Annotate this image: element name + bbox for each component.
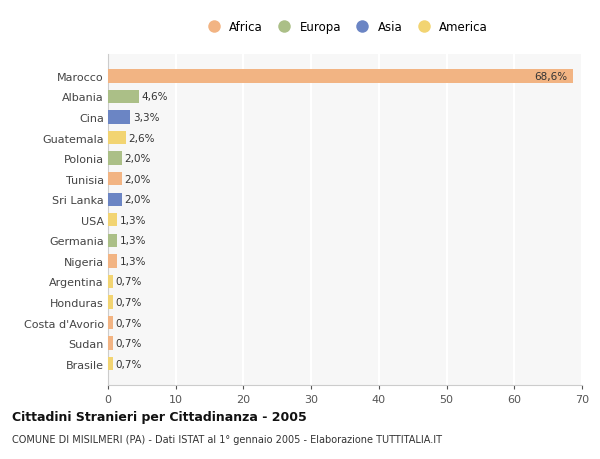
Text: 0,7%: 0,7% bbox=[115, 277, 142, 287]
Text: 1,3%: 1,3% bbox=[119, 236, 146, 246]
Bar bbox=[108, 296, 113, 309]
Bar bbox=[108, 111, 130, 124]
Text: COMUNE DI MISILMERI (PA) - Dati ISTAT al 1° gennaio 2005 - Elaborazione TUTTITAL: COMUNE DI MISILMERI (PA) - Dati ISTAT al… bbox=[12, 434, 442, 443]
Bar bbox=[108, 255, 117, 268]
Text: 1,3%: 1,3% bbox=[119, 215, 146, 225]
Bar bbox=[108, 213, 117, 227]
Text: 4,6%: 4,6% bbox=[142, 92, 169, 102]
Text: 2,6%: 2,6% bbox=[128, 133, 155, 143]
Text: 1,3%: 1,3% bbox=[119, 256, 146, 266]
Text: 0,7%: 0,7% bbox=[115, 359, 142, 369]
Text: 0,7%: 0,7% bbox=[115, 338, 142, 348]
Bar bbox=[108, 357, 113, 370]
Text: 68,6%: 68,6% bbox=[534, 72, 567, 82]
Text: 2,0%: 2,0% bbox=[124, 195, 151, 205]
Legend: Africa, Europa, Asia, America: Africa, Europa, Asia, America bbox=[202, 21, 488, 34]
Text: 2,0%: 2,0% bbox=[124, 174, 151, 185]
Text: 0,7%: 0,7% bbox=[115, 297, 142, 308]
Bar bbox=[108, 316, 113, 330]
Bar bbox=[108, 193, 122, 207]
Text: 2,0%: 2,0% bbox=[124, 154, 151, 164]
Bar bbox=[108, 70, 572, 84]
Text: 3,3%: 3,3% bbox=[133, 113, 160, 123]
Text: 0,7%: 0,7% bbox=[115, 318, 142, 328]
Bar bbox=[108, 90, 139, 104]
Bar bbox=[108, 132, 125, 145]
Bar bbox=[108, 234, 117, 247]
Bar bbox=[108, 337, 113, 350]
Text: Cittadini Stranieri per Cittadinanza - 2005: Cittadini Stranieri per Cittadinanza - 2… bbox=[12, 410, 307, 423]
Bar bbox=[108, 275, 113, 289]
Bar bbox=[108, 152, 122, 165]
Bar bbox=[108, 173, 122, 186]
